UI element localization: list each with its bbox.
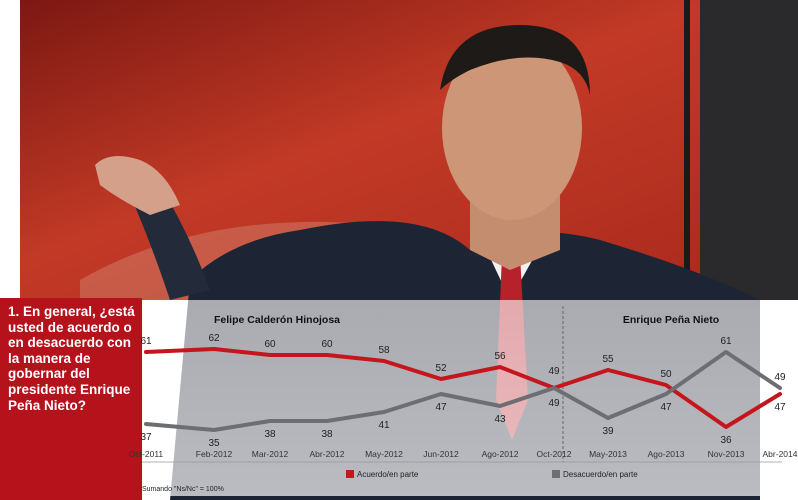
data-label-desacuerdo-oct-2012: 49 xyxy=(548,398,560,409)
series-layer: 61 62 60 60 58 52 56 49 55 50 36 47 37 35 38 38 41 47 43 49… xyxy=(140,333,786,449)
data-label-desacuerdo-mar-2012: 38 xyxy=(264,429,276,440)
data-label-acuerdo-may-2013: 55 xyxy=(602,354,614,365)
legend-label-acuerdo: Acuerdo/en parte xyxy=(357,470,419,479)
x-tick-label: Abr-2012 xyxy=(310,449,345,459)
data-label-desacuerdo-may-2013: 39 xyxy=(602,426,614,437)
data-label-acuerdo-abr-2014: 47 xyxy=(774,402,786,413)
data-label-acuerdo-may-2012: 58 xyxy=(378,345,390,356)
data-label-acuerdo-oct-2011: 61 xyxy=(140,336,152,347)
data-label-acuerdo-oct-2012: 49 xyxy=(548,366,560,377)
data-label-desacuerdo-may-2012: 41 xyxy=(378,420,390,431)
chart-note: Sumando "Ns/Nc" = 100% xyxy=(142,486,224,493)
legend-label-desacuerdo: Desacuerdo/en parte xyxy=(563,470,638,479)
data-label-acuerdo-nov-2013: 36 xyxy=(720,435,732,446)
x-tick-label: Ago-2012 xyxy=(482,449,519,459)
period-label-pena-nieto: Enrique Peña Nieto xyxy=(623,314,719,326)
x-tick-label: May-2013 xyxy=(589,449,627,459)
data-label-acuerdo-mar-2012: 60 xyxy=(264,339,276,350)
data-label-acuerdo-ago-2013: 50 xyxy=(660,369,672,380)
series-line-desacuerdo-segment-1 xyxy=(144,386,556,432)
data-label-desacuerdo-feb-2012: 35 xyxy=(208,438,220,449)
x-tick-label: Nov-2013 xyxy=(708,449,745,459)
question-text: 1. En general, ¿está usted de acuerdo o … xyxy=(8,304,135,413)
series-line-desacuerdo-bridge xyxy=(552,386,610,420)
data-label-desacuerdo-nov-2013: 61 xyxy=(720,336,732,347)
data-label-acuerdo-feb-2012: 62 xyxy=(208,333,220,344)
x-tick-label: Feb-2012 xyxy=(196,449,233,459)
data-label-desacuerdo-ago-2013: 47 xyxy=(660,402,672,413)
series-line-acuerdo-bridge xyxy=(552,368,610,390)
period-label-calderon: Felipe Calderón Hinojosa xyxy=(214,314,340,326)
data-label-acuerdo-jun-2012: 52 xyxy=(435,363,447,374)
x-tick-label: Mar-2012 xyxy=(252,449,289,459)
x-tick-label: Oct-2012 xyxy=(537,449,572,459)
data-label-desacuerdo-abr-2014: 49 xyxy=(774,372,786,383)
data-label-desacuerdo-ago-2012: 43 xyxy=(494,414,506,425)
series-line-desacuerdo-segment-2 xyxy=(606,350,782,420)
data-label-acuerdo-ago-2012: 56 xyxy=(494,351,506,362)
legend-swatch-desacuerdo xyxy=(552,470,560,478)
legend-swatch-acuerdo xyxy=(346,470,354,478)
data-label-desacuerdo-oct-2011: 37 xyxy=(140,432,152,443)
series-line-acuerdo-segment-2 xyxy=(606,368,782,429)
x-tick-label: Ago-2013 xyxy=(648,449,685,459)
x-tick-label: May-2012 xyxy=(365,449,403,459)
x-tick-label: Oct-2011 xyxy=(129,449,164,459)
data-label-desacuerdo-jun-2012: 47 xyxy=(435,402,447,413)
data-label-desacuerdo-abr-2012: 38 xyxy=(321,429,333,440)
x-tick-label: Abr-2014 xyxy=(763,449,798,459)
series-line-acuerdo-segment-1 xyxy=(144,347,556,390)
x-tick-labels: Oct-2011 Feb-2012 Mar-2012 Abr-2012 May-2012… xyxy=(129,449,798,459)
data-label-acuerdo-abr-2012: 60 xyxy=(321,339,333,350)
question-panel xyxy=(0,298,142,500)
x-tick-label: Jun-2012 xyxy=(423,449,459,459)
